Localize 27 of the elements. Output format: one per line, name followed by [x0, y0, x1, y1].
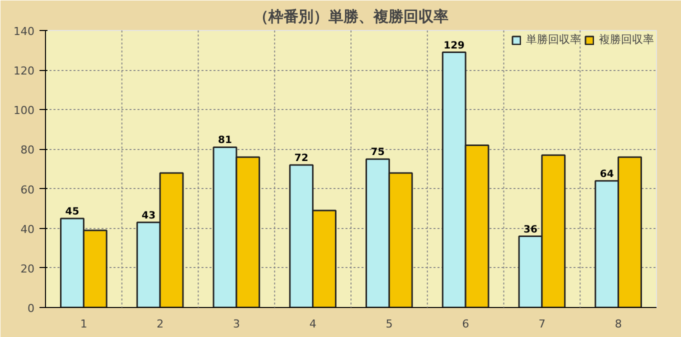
- data-label: 45: [65, 206, 80, 218]
- data-label: 43: [142, 210, 156, 222]
- x-tick-label: 2: [156, 318, 164, 330]
- x-tick-label: 3: [232, 318, 240, 330]
- data-label: 72: [294, 153, 308, 164]
- y-tick-label: 100: [14, 104, 35, 118]
- y-tick-label: 20: [20, 262, 35, 276]
- data-label: 36: [524, 224, 538, 236]
- data-label: 81: [218, 135, 232, 146]
- data-label: 64: [600, 168, 614, 180]
- y-tick-label: 0: [28, 302, 34, 315]
- data-label: 129: [444, 40, 465, 52]
- x-tick-label: 5: [386, 318, 393, 330]
- data-label: 75: [370, 147, 385, 158]
- x-tick-label: 8: [614, 318, 622, 330]
- chart-title: （枠番別）単勝、複勝回収率: [254, 8, 448, 26]
- y-tick-label: 140: [14, 25, 35, 38]
- y-tick-label: 40: [20, 222, 35, 236]
- y-tick-label: 60: [20, 183, 35, 196]
- x-tick-label: 6: [462, 318, 470, 330]
- x-tick-label: 7: [538, 318, 546, 330]
- legend-label: 単勝回収率: [526, 32, 581, 47]
- y-tick-label: 80: [20, 144, 35, 157]
- x-tick-label: 1: [80, 318, 88, 330]
- x-tick-label: 4: [309, 318, 316, 330]
- y-tick-label: 120: [14, 64, 35, 78]
- legend-label: 複勝回収率: [599, 32, 654, 47]
